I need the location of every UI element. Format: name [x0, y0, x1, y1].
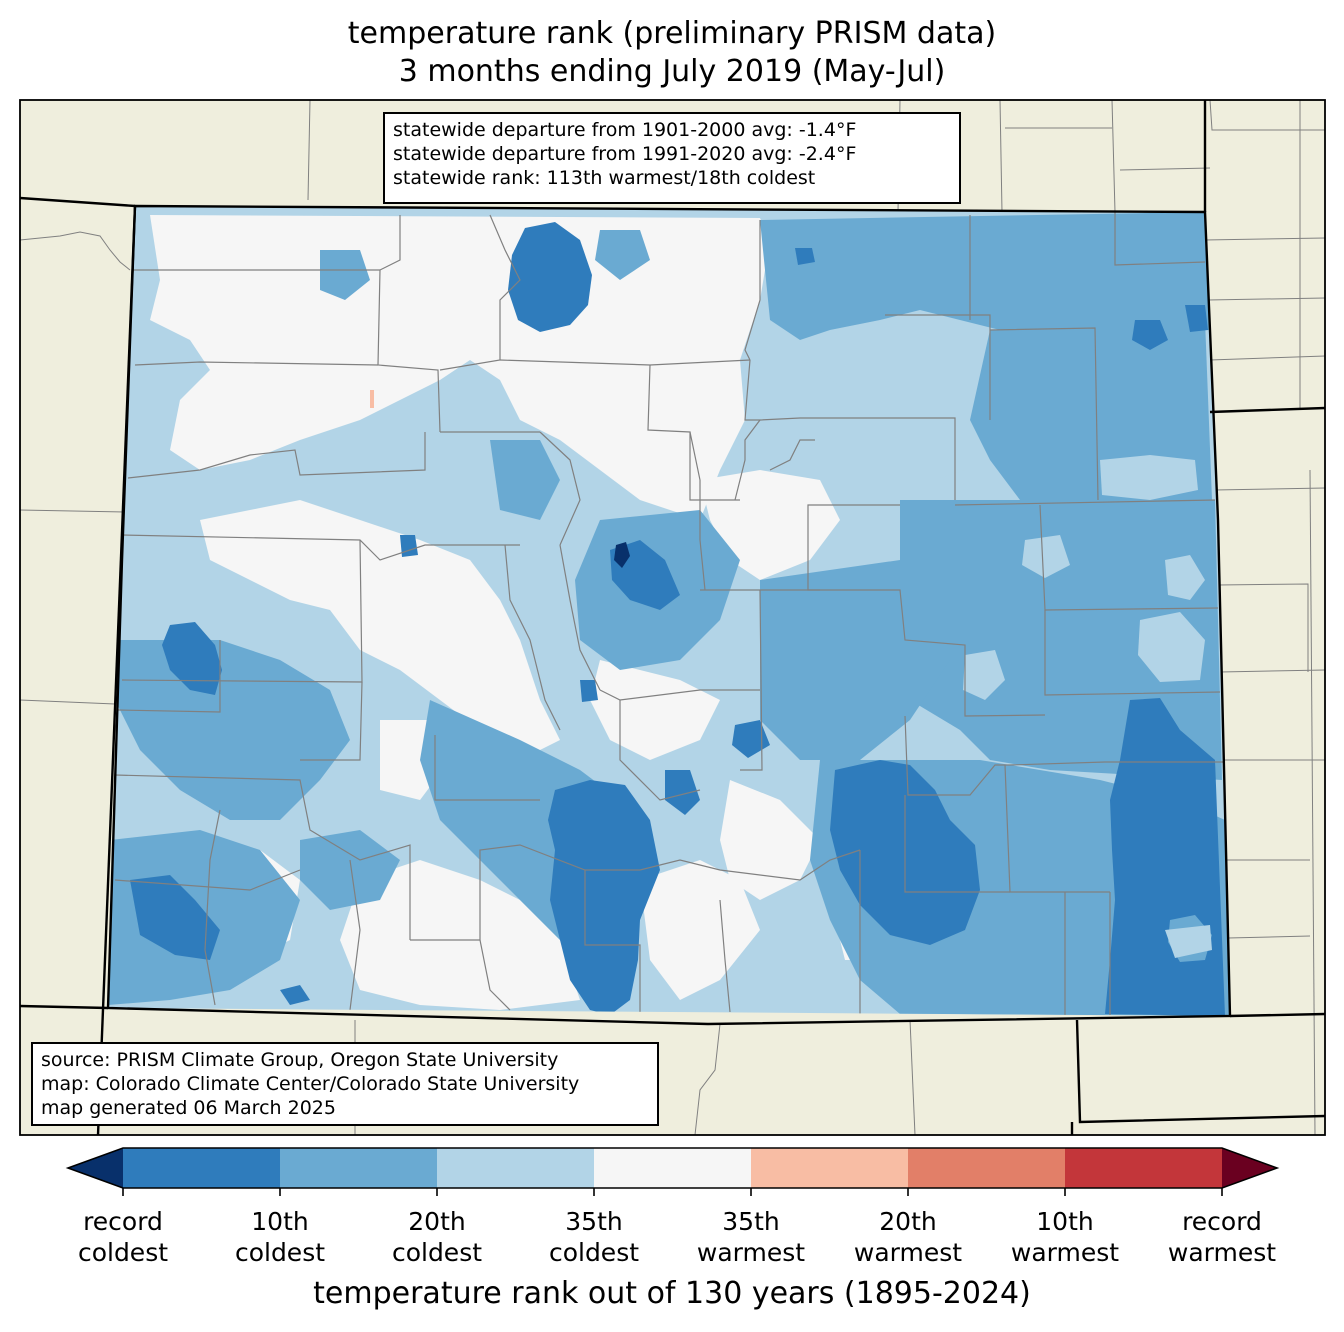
colorbar-title: temperature rank out of 130 years (1895-… — [313, 1276, 1031, 1311]
tick-label-rank: 20th — [408, 1207, 466, 1236]
colorbar-bin — [280, 1148, 438, 1188]
colorbar-bin — [437, 1148, 595, 1188]
statewide-stats-box: statewide departure from 1901-2000 avg: … — [383, 112, 961, 204]
map-title: temperature rank (preliminary PRISM data… — [347, 16, 997, 51]
colorbar-bin — [1065, 1148, 1223, 1188]
tick-label-rank: 20th — [879, 1207, 937, 1236]
source-credit: source: PRISM Climate Group, Oregon Stat… — [41, 1049, 559, 1071]
colorbar-extend-under — [68, 1148, 123, 1188]
map-frame — [19, 99, 1326, 1136]
stats-departure-1901-2000: statewide departure from 1901-2000 avg: … — [393, 119, 857, 141]
tick-label-direction: warmest — [696, 1238, 806, 1267]
tick-label-direction: coldest — [77, 1238, 169, 1267]
colorado-boundary — [106, 204, 1232, 1026]
colorbar-tick-label: record coldest — [48, 1206, 198, 1268]
tick-label-direction: warmest — [853, 1238, 963, 1267]
rank-zone-record-coldest — [614, 542, 630, 568]
map-credit: map: Colorado Climate Center/Colorado St… — [41, 1073, 580, 1095]
colorbar-tick-label: 10th warmest — [990, 1206, 1140, 1268]
tick-label-rank: 10th — [1036, 1207, 1094, 1236]
colorbar-bin — [123, 1148, 281, 1188]
colorbar-extend-over — [1222, 1148, 1277, 1188]
tick-label-direction: warmest — [1010, 1238, 1120, 1267]
tick-label-rank: record — [1182, 1207, 1262, 1236]
colorado-rank-field — [108, 206, 1230, 1016]
tick-label-rank: 35th — [722, 1207, 780, 1236]
tick-label-direction: coldest — [234, 1238, 326, 1267]
colorbar-tick-label: record warmest — [1147, 1206, 1297, 1268]
colorbar — [65, 1147, 1280, 1196]
colorbar-tick-label: 35th warmest — [676, 1206, 826, 1268]
state-boundaries — [20, 100, 1325, 1135]
tick-label-direction: warmest — [1167, 1238, 1277, 1267]
tick-label-direction: coldest — [548, 1238, 640, 1267]
colorbar-bin — [908, 1148, 1066, 1188]
colorbar-bin — [751, 1148, 909, 1188]
tick-label-rank: record — [83, 1207, 163, 1236]
tick-label-rank: 35th — [565, 1207, 623, 1236]
map-subtitle: 3 months ending July 2019 (May-Jul) — [398, 54, 946, 89]
colorbar-tick-label: 20th warmest — [833, 1206, 983, 1268]
tick-label-rank: 10th — [251, 1207, 309, 1236]
colorado-county-lines — [114, 212, 1225, 1015]
colorbar-tick-label: 20th coldest — [362, 1206, 512, 1268]
rank-zone-35th-inner-patches — [820, 330, 1212, 958]
source-box: source: PRISM Climate Group, Oregon Stat… — [31, 1042, 659, 1126]
colorbar-bin — [594, 1148, 752, 1188]
rank-zone-10th-coldest — [130, 222, 1225, 1016]
colorbar-tick-label: 35th coldest — [519, 1206, 669, 1268]
tick-label-direction: coldest — [391, 1238, 483, 1267]
stats-departure-1991-2020: statewide departure from 1991-2020 avg: … — [393, 143, 857, 165]
stats-statewide-rank: statewide rank: 113th warmest/18th colde… — [393, 167, 816, 189]
colorbar-tick-label: 10th coldest — [205, 1206, 355, 1268]
generated-date: map generated 06 March 2025 — [41, 1097, 336, 1119]
rank-zone-35th-warmest — [370, 390, 374, 408]
